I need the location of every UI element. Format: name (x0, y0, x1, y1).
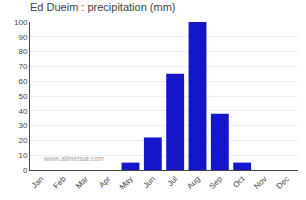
svg-text:Apr: Apr (97, 174, 112, 189)
svg-text:Jul: Jul (166, 174, 180, 188)
svg-text:30: 30 (18, 121, 27, 130)
svg-text:Oct: Oct (231, 174, 247, 190)
svg-text:Sep: Sep (208, 174, 225, 191)
svg-text:Feb: Feb (52, 174, 69, 191)
svg-text:70: 70 (18, 62, 27, 71)
svg-text:www.allmetsat.com: www.allmetsat.com (43, 155, 104, 162)
svg-text:90: 90 (18, 33, 27, 42)
svg-text:Mar: Mar (74, 174, 90, 190)
svg-text:50: 50 (18, 92, 27, 101)
svg-text:100: 100 (14, 18, 28, 27)
svg-text:0: 0 (23, 166, 28, 175)
svg-text:40: 40 (18, 107, 27, 116)
svg-text:10: 10 (18, 151, 27, 160)
svg-text:May: May (118, 174, 135, 191)
svg-text:Aug: Aug (185, 174, 201, 190)
svg-text:80: 80 (18, 47, 27, 56)
svg-text:60: 60 (18, 77, 27, 86)
svg-text:Jun: Jun (142, 174, 157, 189)
svg-text:Ed Dueim : precipitation (mm): Ed Dueim : precipitation (mm) (30, 1, 176, 13)
svg-text:Jan: Jan (30, 174, 45, 189)
svg-text:Dec: Dec (275, 174, 291, 190)
svg-text:Nov: Nov (252, 174, 268, 190)
svg-text:20: 20 (18, 136, 27, 145)
